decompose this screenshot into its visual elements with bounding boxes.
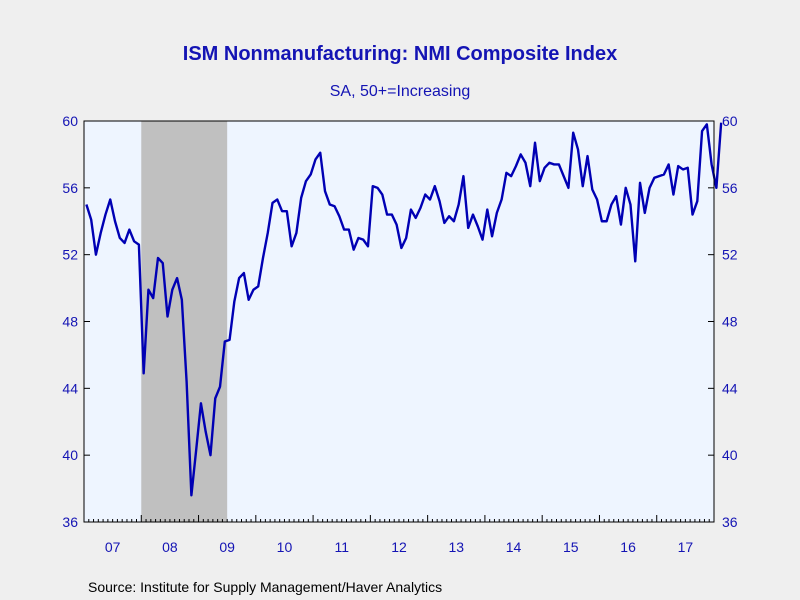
x-tick-label: 15 — [563, 539, 579, 555]
y-tick-label-left: 60 — [62, 113, 78, 129]
x-axis-labels: 07 08 09 10 11 12 13 14 15 16 17 — [105, 539, 694, 555]
x-tick-label: 13 — [448, 539, 464, 555]
y-tick-label-right: 56 — [722, 180, 738, 196]
plot-frame — [83, 120, 715, 523]
y-tick-label-left: 36 — [62, 514, 78, 530]
x-tick-label: 14 — [506, 539, 522, 555]
x-tick-label: 09 — [219, 539, 235, 555]
x-tick-label: 11 — [334, 539, 349, 555]
x-tick-label: 16 — [620, 539, 636, 555]
source-note: Source: Institute for Supply Management/… — [88, 579, 442, 595]
chart-title: ISM Nonmanufacturing: NMI Composite Inde… — [183, 43, 617, 65]
y-axis-right-labels: 36 40 44 48 52 56 60 — [722, 113, 738, 530]
y-tick-label-left: 44 — [62, 380, 78, 396]
y-tick-label-right: 36 — [722, 514, 738, 530]
y-tick-label-right: 44 — [722, 380, 738, 396]
y-tick-label-left: 40 — [62, 447, 78, 463]
y-tick-label-left: 52 — [62, 247, 78, 263]
y-tick-label-right: 52 — [722, 247, 738, 263]
series-line-nmi — [85, 122, 723, 497]
y-tick-label-right: 60 — [722, 113, 738, 129]
chart-subtitle: SA, 50+=Increasing — [330, 83, 471, 100]
x-tick-label: 12 — [391, 539, 407, 555]
x-tick-label: 17 — [678, 539, 694, 555]
y-tick-label-right: 48 — [722, 314, 738, 330]
y-tick-label-left: 48 — [62, 314, 78, 330]
y-tick-label-left: 56 — [62, 180, 78, 196]
y-axis-left-labels: 36 40 44 48 52 56 60 — [62, 113, 78, 530]
x-tick-label: 10 — [277, 539, 293, 555]
x-tick-label: 07 — [105, 539, 121, 555]
y-tick-label-right: 40 — [722, 447, 738, 463]
x-tick-label: 08 — [162, 539, 178, 555]
